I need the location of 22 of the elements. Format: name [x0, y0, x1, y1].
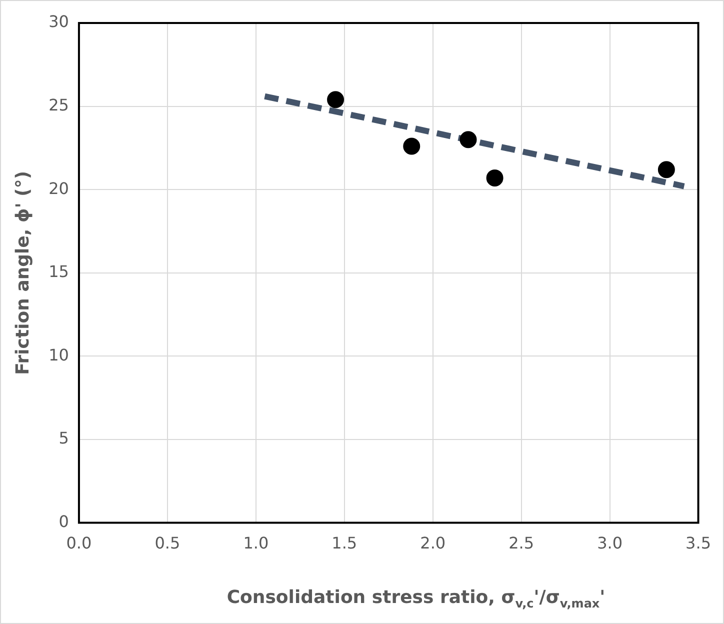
x-tick-label: 3.5 [686, 534, 712, 553]
point [327, 91, 344, 108]
x-tick-label: 1.5 [332, 534, 358, 553]
point [460, 131, 477, 148]
x-tick-label: 0.0 [66, 534, 92, 553]
y-tick-label: 0 [58, 512, 69, 531]
point [486, 169, 504, 186]
x-tick-label: 1.0 [243, 534, 269, 553]
y-tick-label: 30 [48, 12, 69, 32]
x-axis-title: Consolidation stress ratio, σ$_{v,c}$'/σ$_{v,max}$' [226, 587, 606, 611]
y-tick-label: 15 [48, 262, 69, 282]
x-tick-label: 0.5 [154, 534, 180, 553]
y-tick-label: 20 [48, 178, 69, 198]
y-tick-label: 25 [48, 95, 69, 114]
y-axis-title: Friction angle, ϕ' (°) [12, 170, 34, 375]
x-tick-label: 3.0 [597, 534, 623, 553]
point [403, 138, 420, 155]
x-tick-label: 2.0 [420, 534, 446, 553]
y-tick-label: 10 [48, 345, 69, 364]
point [658, 161, 675, 178]
x-tick-label: 2.5 [508, 534, 534, 553]
y-tick-label: 5 [58, 428, 69, 448]
